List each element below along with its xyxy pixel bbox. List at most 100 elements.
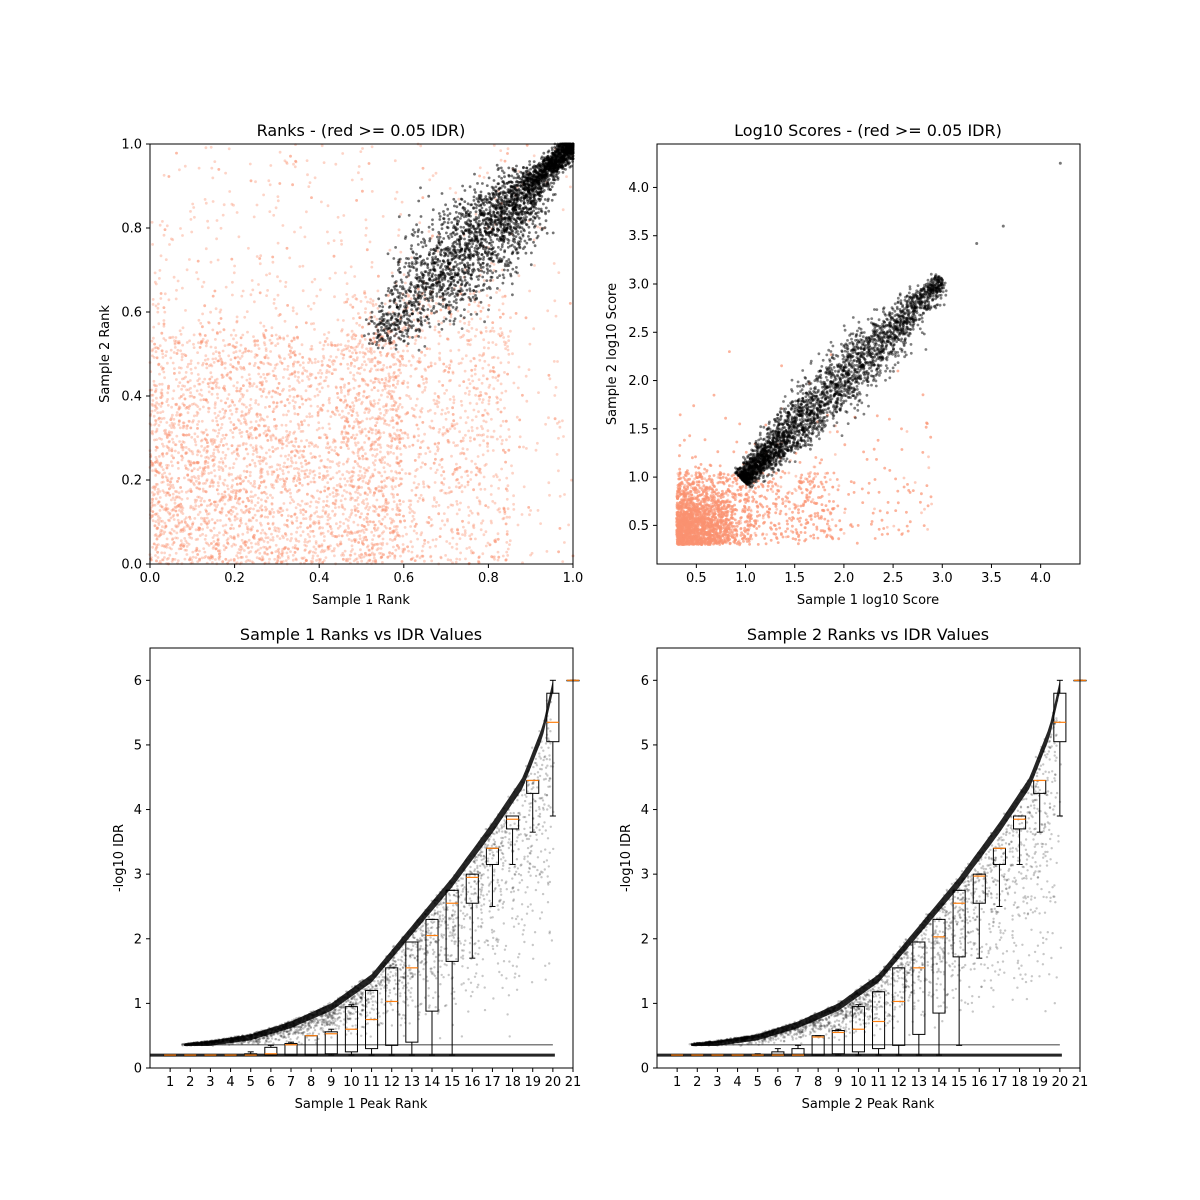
irreproducible-point — [171, 464, 174, 468]
irreproducible-point — [458, 384, 461, 387]
irreproducible-point — [168, 424, 172, 427]
irreproducible-point — [155, 384, 159, 388]
irreproducible-point — [347, 390, 350, 393]
irreproducible-point — [183, 424, 186, 428]
irreproducible-point — [455, 512, 459, 516]
irreproducible-point — [245, 470, 249, 473]
irreproducible-point — [206, 382, 210, 385]
irreproducible-point — [508, 543, 511, 546]
irreproducible-point — [455, 557, 459, 561]
irreproducible-point — [225, 373, 229, 377]
irreproducible-point — [270, 395, 274, 399]
irreproducible-point — [374, 303, 378, 306]
irreproducible-point — [209, 528, 212, 532]
irreproducible-point — [479, 528, 483, 532]
irreproducible-point — [300, 439, 303, 443]
irreproducible-point — [164, 258, 168, 261]
irreproducible-point — [250, 279, 254, 282]
irreproducible-point — [182, 441, 186, 444]
irreproducible-point — [437, 504, 441, 507]
irreproducible-point — [320, 408, 324, 412]
irreproducible-point — [392, 399, 396, 403]
irreproducible-point — [161, 220, 164, 223]
irreproducible-point — [151, 399, 155, 402]
irreproducible-point — [341, 473, 345, 477]
irreproducible-point — [193, 215, 196, 219]
irreproducible-point — [490, 484, 493, 488]
irreproducible-point — [245, 470, 249, 474]
irreproducible-point — [246, 496, 250, 500]
irreproducible-point — [240, 402, 244, 406]
irreproducible-point — [207, 406, 210, 410]
irreproducible-point — [166, 543, 170, 546]
irreproducible-point — [224, 464, 228, 468]
irreproducible-point — [257, 283, 260, 286]
irreproducible-point — [394, 477, 398, 480]
irreproducible-point — [496, 558, 500, 562]
irreproducible-point — [402, 444, 406, 448]
irreproducible-point — [224, 171, 228, 175]
irreproducible-point — [336, 396, 340, 399]
irreproducible-point — [364, 352, 367, 356]
irreproducible-point — [285, 519, 289, 522]
irreproducible-point — [381, 388, 385, 392]
irreproducible-point — [258, 537, 262, 541]
irreproducible-point — [384, 404, 388, 408]
irreproducible-point — [351, 426, 355, 430]
irreproducible-point — [539, 522, 542, 525]
irreproducible-point — [303, 549, 307, 552]
irreproducible-point — [368, 490, 372, 494]
irreproducible-point — [227, 405, 231, 408]
irreproducible-point — [305, 415, 309, 418]
irreproducible-point — [429, 426, 433, 430]
irreproducible-point — [274, 333, 278, 337]
irreproducible-point — [299, 430, 303, 433]
irreproducible-point — [169, 480, 173, 484]
irreproducible-point — [328, 466, 332, 469]
irreproducible-point — [343, 383, 346, 387]
irreproducible-point — [499, 398, 502, 402]
irreproducible-point — [401, 543, 405, 546]
irreproducible-point — [311, 557, 315, 560]
irreproducible-point — [191, 402, 194, 406]
irreproducible-point — [246, 330, 249, 334]
irreproducible-point — [392, 500, 396, 503]
irreproducible-point — [491, 449, 495, 452]
irreproducible-point — [360, 474, 364, 478]
irreproducible-point — [168, 512, 172, 516]
irreproducible-point — [166, 403, 170, 407]
irreproducible-point — [153, 280, 157, 284]
irreproducible-point — [170, 528, 174, 531]
irreproducible-point — [378, 361, 382, 364]
irreproducible-point — [303, 369, 307, 372]
irreproducible-point — [488, 543, 492, 547]
irreproducible-point — [159, 411, 162, 414]
irreproducible-point — [337, 470, 341, 473]
irreproducible-point — [373, 402, 377, 406]
irreproducible-point — [257, 459, 261, 463]
irreproducible-point — [528, 342, 532, 346]
irreproducible-point — [267, 448, 271, 452]
irreproducible-point — [418, 556, 422, 560]
irreproducible-point — [476, 433, 479, 437]
irreproducible-point — [466, 474, 470, 477]
irreproducible-point — [328, 396, 331, 400]
irreproducible-point — [477, 556, 481, 559]
irreproducible-point — [207, 544, 211, 547]
irreproducible-point — [209, 260, 213, 264]
irreproducible-point — [390, 394, 394, 398]
irreproducible-point — [232, 450, 236, 454]
irreproducible-point — [241, 480, 244, 483]
irreproducible-point — [242, 384, 245, 387]
irreproducible-point — [167, 556, 170, 560]
irreproducible-point — [341, 409, 344, 413]
irreproducible-point — [268, 510, 271, 513]
irreproducible-point — [379, 489, 383, 493]
irreproducible-point — [223, 366, 227, 370]
irreproducible-point — [171, 361, 175, 365]
irreproducible-point — [289, 420, 292, 423]
irreproducible-point — [347, 447, 350, 450]
irreproducible-point — [202, 280, 206, 284]
irreproducible-point — [293, 165, 297, 169]
irreproducible-point — [293, 512, 297, 516]
